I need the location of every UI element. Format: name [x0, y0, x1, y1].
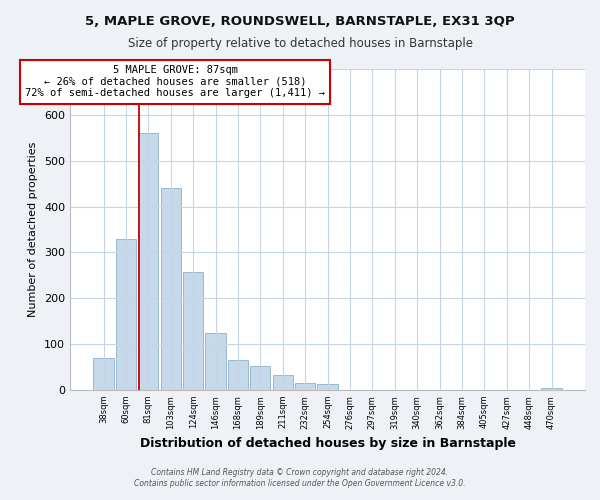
Bar	[317, 384, 338, 390]
Bar	[116, 238, 136, 390]
Text: 5, MAPLE GROVE, ROUNDSWELL, BARNSTAPLE, EX31 3QP: 5, MAPLE GROVE, ROUNDSWELL, BARNSTAPLE, …	[85, 15, 515, 28]
Bar	[183, 272, 203, 390]
Bar	[161, 188, 181, 390]
Bar	[228, 360, 248, 390]
Y-axis label: Number of detached properties: Number of detached properties	[28, 142, 38, 317]
Bar	[541, 388, 562, 390]
Bar	[250, 366, 271, 390]
X-axis label: Distribution of detached houses by size in Barnstaple: Distribution of detached houses by size …	[140, 437, 515, 450]
Text: Size of property relative to detached houses in Barnstaple: Size of property relative to detached ho…	[128, 38, 473, 51]
Bar	[138, 133, 158, 390]
Bar	[205, 332, 226, 390]
Text: 5 MAPLE GROVE: 87sqm
← 26% of detached houses are smaller (518)
72% of semi-deta: 5 MAPLE GROVE: 87sqm ← 26% of detached h…	[25, 65, 325, 98]
Bar	[272, 376, 293, 390]
Text: Contains HM Land Registry data © Crown copyright and database right 2024.
Contai: Contains HM Land Registry data © Crown c…	[134, 468, 466, 487]
Bar	[94, 358, 113, 390]
Bar	[295, 382, 315, 390]
